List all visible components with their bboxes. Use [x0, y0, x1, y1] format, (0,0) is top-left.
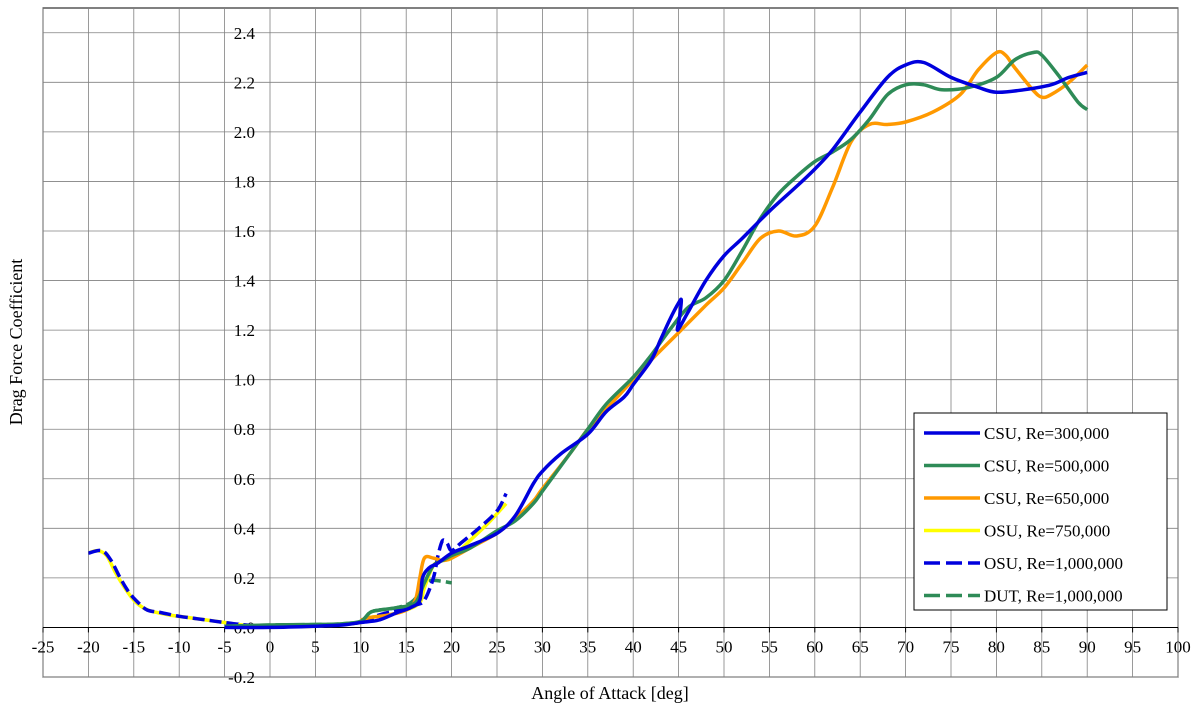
y-axis-title: Drag Force Coefficient [6, 259, 26, 426]
y-tick-label: 2.2 [234, 73, 255, 92]
legend-label: OSU, Re=1,000,000 [984, 554, 1123, 573]
y-tick-label: 2.4 [234, 24, 256, 43]
x-tick-label: 85 [1033, 637, 1050, 656]
x-tick-label: 70 [897, 637, 914, 656]
x-tick-label: 10 [352, 637, 369, 656]
y-tick-label: 1.4 [234, 272, 256, 291]
x-tick-label: 0 [266, 637, 275, 656]
y-tick-label: 2.0 [234, 123, 255, 142]
grid-lines [42, 8, 1179, 678]
x-tick-label: 15 [398, 637, 415, 656]
y-tick-label: 0.8 [234, 420, 255, 439]
legend-label: DUT, Re=1,000,000 [984, 587, 1123, 606]
x-axis-title: Angle of Attack [deg] [531, 683, 688, 703]
x-tick-label: 55 [761, 637, 778, 656]
x-tick-label: 45 [670, 637, 687, 656]
x-tick-label: 35 [579, 637, 596, 656]
y-tick-label: -0.2 [228, 668, 255, 687]
legend-label: CSU, Re=500,000 [984, 457, 1109, 476]
legend-label: CSU, Re=300,000 [984, 424, 1109, 443]
x-tick-label: 50 [716, 637, 733, 656]
x-tick-label: 40 [625, 637, 642, 656]
series-line-1 [224, 50, 1089, 628]
x-tick-label: 30 [534, 637, 551, 656]
y-tick-label: 1.0 [234, 371, 255, 390]
y-tick-label: 0.2 [234, 569, 255, 588]
x-tick-label: 5 [311, 637, 320, 656]
x-tick-label: 80 [988, 637, 1005, 656]
series-lines [87, 49, 1089, 630]
y-tick-label: 0.6 [234, 470, 255, 489]
x-tick-label: 65 [852, 637, 869, 656]
x-tick-label: 95 [1124, 637, 1141, 656]
x-tick-label: -20 [77, 637, 100, 656]
series-line-2 [360, 49, 1089, 622]
x-tick-label: 75 [943, 637, 960, 656]
legend: CSU, Re=300,000 CSU, Re=500,000 CSU, Re=65… [913, 412, 1168, 611]
x-tick-label: -15 [122, 637, 145, 656]
y-tick-label: 0.4 [234, 519, 256, 538]
y-tick-label: 1.2 [234, 321, 255, 340]
legend-label: CSU, Re=650,000 [984, 489, 1109, 508]
y-tick-labels: -0.20.00.20.40.60.81.01.21.41.61.82.02.2… [228, 24, 255, 687]
series-line-0 [224, 59, 1088, 630]
legend-label: OSU, Re=750,000 [984, 522, 1110, 541]
x-tick-label: 60 [806, 637, 823, 656]
x-tick-label: 20 [443, 637, 460, 656]
x-tick-label: -25 [32, 637, 55, 656]
y-tick-label: 1.8 [234, 172, 255, 191]
x-tick-label: 90 [1079, 637, 1096, 656]
x-tick-label: 100 [1165, 637, 1191, 656]
x-tick-label: -10 [168, 637, 191, 656]
x-tick-label: -5 [218, 637, 232, 656]
legend-box [913, 412, 1168, 611]
y-tick-label: 1.6 [234, 222, 255, 241]
x-tick-label: 25 [489, 637, 506, 656]
x-tick-labels: -25 -20 -15 -10 -5 0 5 10 15 20 25 30 35 40 45 50 55 60 65… [32, 637, 1191, 656]
